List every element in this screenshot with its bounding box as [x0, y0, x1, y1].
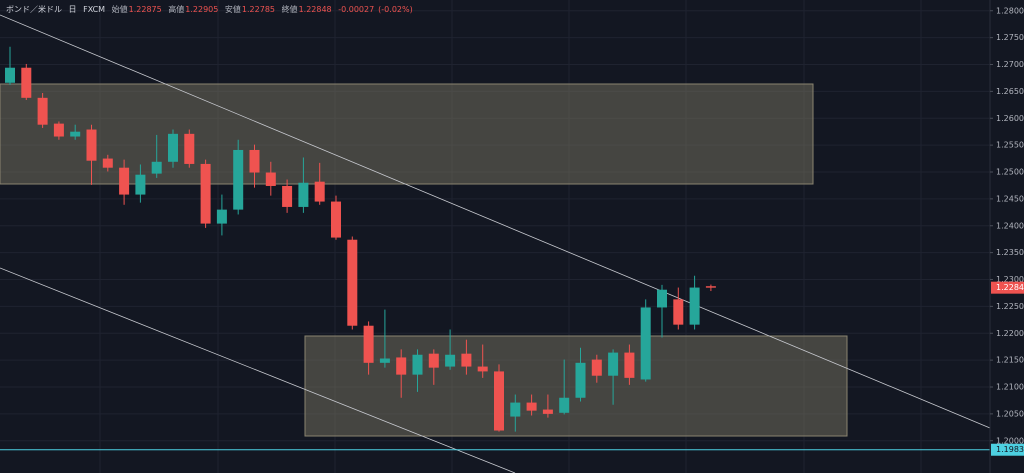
body — [298, 182, 309, 207]
body — [477, 366, 488, 372]
body — [249, 149, 260, 173]
body — [705, 286, 716, 288]
change: -0.00027 — [338, 5, 375, 14]
body — [445, 354, 456, 367]
y-tick-label: 1.28000 — [996, 6, 1024, 15]
body — [591, 359, 602, 376]
body — [184, 133, 195, 164]
y-tick-label: 1.20000 — [996, 436, 1024, 445]
last-price-label: 1.22848 — [996, 283, 1024, 292]
body — [233, 149, 244, 210]
body — [314, 181, 325, 202]
body — [347, 239, 358, 326]
body — [53, 123, 64, 137]
body — [559, 397, 570, 413]
y-tick-label: 1.21000 — [996, 383, 1024, 392]
ohlc-label: 終値 — [281, 5, 298, 14]
body — [412, 354, 423, 375]
body — [216, 209, 227, 224]
y-tick-label: 1.25500 — [996, 141, 1024, 150]
reference-label-bg — [991, 443, 1024, 456]
y-tick-label: 1.25000 — [996, 168, 1024, 177]
body — [542, 409, 553, 414]
body — [673, 299, 684, 325]
candles — [0, 46, 990, 451]
ohlc-value: 1.22875 — [128, 5, 162, 14]
body — [461, 353, 472, 367]
body — [200, 163, 211, 224]
ohlc-label: 高値 — [168, 5, 185, 14]
trend-line — [0, 14, 991, 429]
body — [5, 67, 15, 83]
body — [151, 161, 162, 174]
y-tick-label: 1.24500 — [996, 194, 1024, 203]
change-percent: (-0.02%) — [378, 5, 413, 14]
y-tick-label: 1.26500 — [996, 87, 1024, 96]
ohlc-label: 始値 — [111, 5, 128, 14]
body — [70, 131, 81, 137]
y-tick-label: 1.21500 — [996, 356, 1024, 365]
body — [640, 307, 651, 380]
y-tick-label: 1.22500 — [996, 302, 1024, 311]
body — [494, 371, 504, 431]
y-tick-label: 1.24000 — [996, 221, 1024, 230]
ohlc-value: 1.22848 — [298, 5, 332, 14]
body — [396, 357, 407, 375]
ohlc-value: 1.22785 — [241, 5, 276, 14]
y-tick-label: 1.23000 — [996, 275, 1024, 284]
y-tick-label: 1.27000 — [996, 60, 1024, 69]
body — [526, 402, 537, 411]
body — [21, 67, 32, 98]
body — [624, 352, 635, 378]
body — [102, 158, 113, 168]
body — [265, 172, 276, 186]
last-price-bg — [991, 281, 1024, 294]
trend-line — [0, 267, 516, 473]
y-tick-label: 1.22000 — [996, 329, 1024, 338]
source[interactable]: FXCM — [83, 5, 106, 14]
body — [510, 402, 521, 417]
interval[interactable]: 日 — [68, 5, 77, 14]
body — [363, 325, 374, 363]
price-axis — [990, 0, 1024, 473]
body — [379, 358, 390, 363]
body — [86, 129, 97, 161]
header: ボンド／米ドル 日 FXCM 始値1.22875 高値1.22905 安値1.2… — [6, 4, 417, 15]
ohlc-value: 1.22905 — [185, 5, 219, 14]
body — [608, 352, 619, 376]
body — [119, 167, 130, 195]
y-tick-label: 1.23500 — [996, 248, 1024, 257]
body — [657, 289, 667, 308]
body — [331, 201, 341, 238]
y-tick-label: 1.26000 — [996, 114, 1024, 123]
zone — [0, 83, 814, 185]
y-tick-label: 1.27500 — [996, 33, 1024, 42]
body — [37, 97, 48, 125]
body — [135, 174, 146, 195]
body — [282, 185, 293, 207]
symbol: ボンド／米ドル — [6, 5, 62, 14]
body — [689, 287, 700, 325]
y-tick-label: 1.20500 — [996, 409, 1024, 418]
body — [168, 133, 178, 162]
axis-labels: 1.28000 1.27500 1.27000 1.26500 1.26000 1.255… — [990, 6, 1024, 456]
body — [428, 353, 439, 368]
ohlc-label: 安値 — [224, 5, 241, 14]
body — [575, 362, 586, 398]
reference-label: 1.19833 — [996, 445, 1024, 454]
